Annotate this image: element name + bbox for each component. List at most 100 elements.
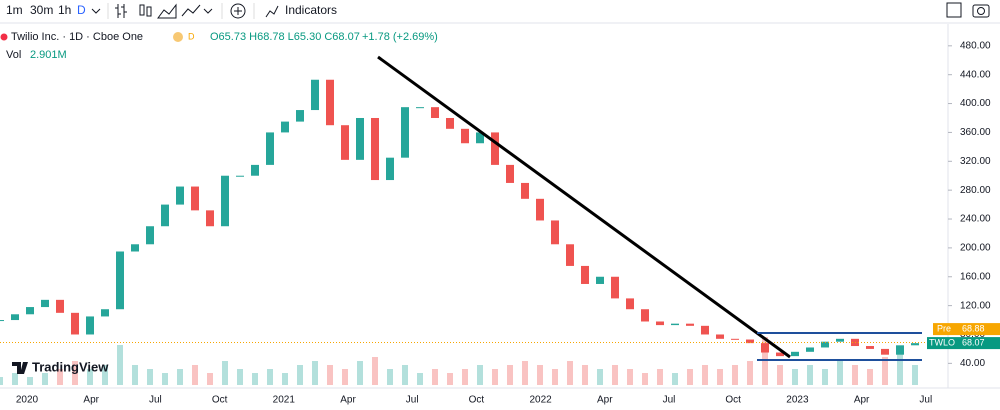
y-tick-label: 240.00: [960, 214, 991, 225]
candle: [866, 346, 874, 349]
volume-bar: [732, 365, 738, 385]
market-status: D: [188, 31, 195, 41]
add-icon: [234, 7, 242, 15]
candle: [461, 128, 469, 144]
candle: [656, 321, 664, 326]
y-tick-label: 200.00: [960, 243, 991, 254]
x-tick-label: Oct: [725, 395, 741, 406]
symbol-logo: [0, 33, 8, 41]
y-tick-label: 280.00: [960, 185, 991, 196]
volume-bar: [417, 373, 423, 385]
y-tick-label: 400.00: [960, 98, 991, 109]
volume-bar: [0, 377, 3, 385]
symbol-title[interactable]: Twilio Inc. · 1D · Cboe One: [11, 31, 143, 43]
volume-bar: [267, 369, 273, 385]
volume-bar: [807, 365, 813, 385]
trend-line[interactable]: [377, 55, 791, 359]
add-icon[interactable]: [230, 3, 246, 19]
x-tick-label: Apr: [340, 395, 356, 406]
popout-icon[interactable]: [946, 2, 962, 18]
candle: [761, 343, 769, 353]
volume-bar: [342, 369, 348, 385]
pre-label-bg: [933, 323, 1000, 336]
interval-button[interactable]: D: [77, 3, 86, 17]
candle: [806, 347, 814, 352]
y-tick-label: 120.00: [960, 300, 991, 311]
candle: [146, 226, 154, 245]
volume-bar: [102, 365, 108, 385]
last-label-bg: [927, 337, 1000, 350]
volume-bar: [672, 373, 678, 385]
volume-bar: [702, 365, 708, 385]
candle: [356, 117, 364, 160]
volume-bar: [567, 361, 573, 385]
candle: [101, 309, 109, 317]
x-tick-label: 2020: [16, 395, 39, 406]
candle: [881, 348, 889, 355]
candle: [536, 198, 544, 221]
candle: [446, 117, 454, 129]
volume-bar: [357, 361, 363, 385]
volume-bar: [852, 365, 858, 385]
candle: [116, 251, 124, 310]
plot: 40.0080.00120.00160.00200.00240.00280.00…: [0, 40, 1000, 406]
snapshot-icon[interactable]: [972, 4, 990, 18]
ohlc: O65.73 H68.78 L65.30 C68.07: [210, 31, 360, 43]
interval-button[interactable]: 30m: [30, 3, 53, 17]
volume-bar: [792, 369, 798, 385]
candle: [791, 351, 799, 357]
volume-value: 2.901M: [30, 49, 67, 61]
volume-bar: [657, 369, 663, 385]
candles-icon[interactable]: [139, 4, 145, 16]
x-tick-label: Jul: [663, 395, 676, 406]
volume-bar: [207, 373, 213, 385]
volume-bar: [162, 373, 168, 385]
volume-bar: [522, 361, 528, 385]
volume-bar: [87, 369, 93, 385]
volume-bar: [822, 369, 828, 385]
volume-bar: [327, 365, 333, 385]
candle: [266, 132, 274, 165]
volume-bar: [477, 365, 483, 385]
volume-bar: [237, 369, 243, 385]
candle: [686, 323, 694, 326]
indicators-icon[interactable]: [265, 5, 279, 18]
volume-bar: [117, 345, 123, 385]
y-tick-label: 480.00: [960, 40, 991, 51]
volume-bar: [912, 365, 918, 385]
volume-bar: [252, 373, 258, 385]
x-tick-label: Jul: [919, 395, 932, 406]
candle: [0, 320, 4, 322]
volume-bar: [507, 365, 513, 385]
market-status: [173, 32, 183, 42]
volume-bar: [462, 369, 468, 385]
candle: [566, 244, 574, 266]
candle: [911, 343, 919, 346]
candle: [281, 121, 289, 133]
toolbar: 1m 30m 1h D Indicators: [6, 2, 990, 19]
bars-icon[interactable]: [115, 4, 127, 18]
dropdown-icon[interactable]: [91, 8, 101, 14]
volume-bar: [12, 373, 18, 385]
volume-bar: [492, 369, 498, 385]
candle: [326, 79, 334, 126]
area-icon[interactable]: [157, 3, 177, 19]
dropdown-icon[interactable]: [203, 8, 213, 14]
candle: [716, 334, 724, 339]
interval-button[interactable]: 1m: [6, 3, 23, 17]
volume-bar: [897, 353, 903, 385]
pre-price: 68.88: [962, 323, 985, 333]
x-tick-label: Apr: [83, 395, 99, 406]
volume-bar: [72, 361, 78, 385]
volume-bar: [627, 369, 633, 385]
volume-bar: [297, 365, 303, 385]
x-tick-label: Apr: [854, 395, 870, 406]
interval-button[interactable]: 1h: [58, 3, 71, 17]
candle: [11, 314, 19, 321]
line-icon[interactable]: [181, 4, 201, 17]
candle: [386, 157, 394, 181]
candles-icon[interactable]: [146, 6, 152, 17]
indicators-button[interactable]: Indicators: [285, 3, 337, 17]
candle: [431, 107, 439, 118]
